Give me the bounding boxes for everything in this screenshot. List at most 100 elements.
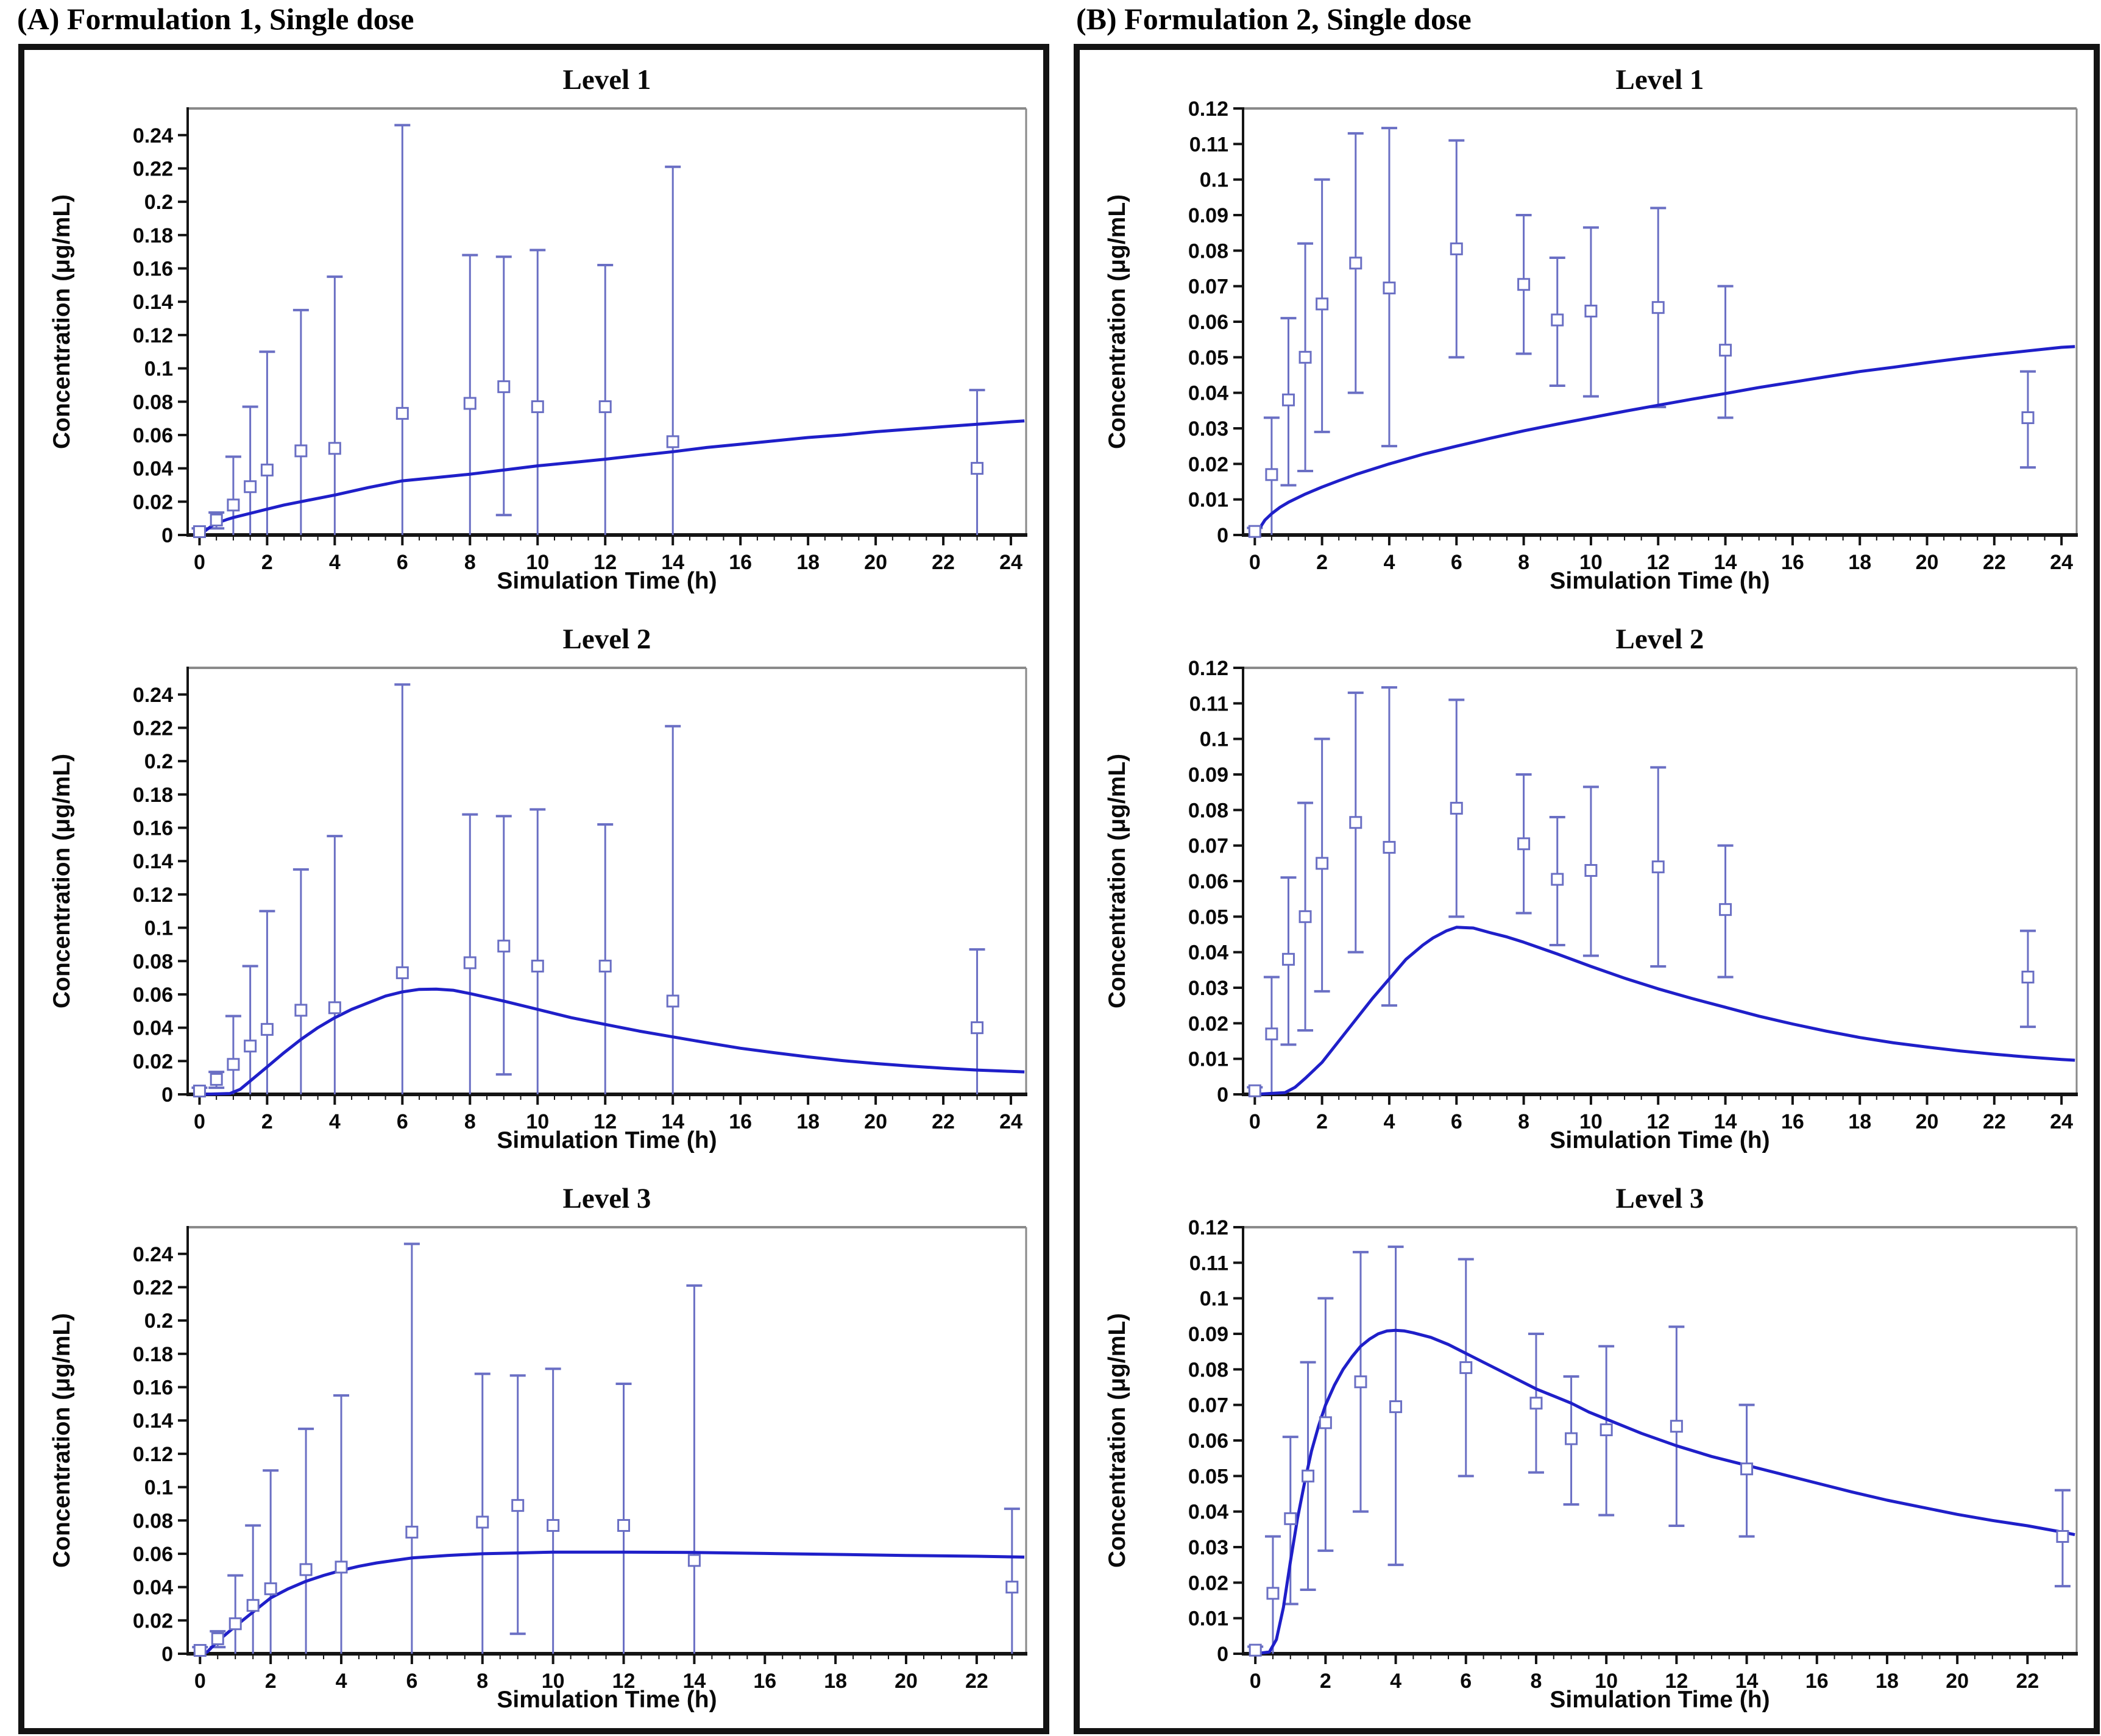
svg-text:0.04: 0.04 bbox=[1188, 941, 1228, 965]
svg-text:0: 0 bbox=[1217, 1643, 1228, 1666]
svg-text:0.16: 0.16 bbox=[133, 817, 173, 840]
svg-text:18: 18 bbox=[796, 1110, 820, 1133]
svg-text:24: 24 bbox=[2050, 1110, 2073, 1133]
svg-text:6: 6 bbox=[1451, 551, 1462, 574]
svg-text:0: 0 bbox=[1249, 551, 1261, 574]
svg-text:22: 22 bbox=[932, 1110, 955, 1133]
svg-text:24: 24 bbox=[999, 551, 1022, 574]
svg-text:4: 4 bbox=[1390, 1670, 1401, 1693]
plot-title: Level 2 bbox=[562, 623, 651, 655]
svg-text:0.04: 0.04 bbox=[133, 458, 173, 481]
subplot-a-level2: 0 0.02 0.04 0.06 0.08 0.1 0.12 0.14 0.16 0.18 0.2 0… bbox=[24, 609, 1043, 1169]
svg-text:14: 14 bbox=[1735, 1670, 1759, 1693]
svg-text:0: 0 bbox=[1217, 524, 1228, 547]
svg-text:24: 24 bbox=[999, 1110, 1022, 1133]
chart-canvas: 0 0.02 0.04 0.06 0.08 0.1 0.12 0.14 0.16 0.18 0.2 0… bbox=[133, 1226, 1027, 1693]
svg-text:2: 2 bbox=[1316, 1110, 1328, 1133]
svg-text:12: 12 bbox=[593, 551, 617, 574]
svg-text:0.06: 0.06 bbox=[133, 983, 173, 1007]
svg-text:0.06: 0.06 bbox=[1188, 870, 1228, 893]
svg-text:4: 4 bbox=[1383, 551, 1395, 574]
chart-canvas: 0 0.01 0.02 0.03 0.04 0.05 0.06 0.07 0.08 0.09 0.1… bbox=[1188, 97, 2078, 574]
svg-text:8: 8 bbox=[1518, 1110, 1529, 1133]
svg-text:0.08: 0.08 bbox=[1188, 799, 1228, 822]
y-axis-label: Concentration (μg/mL) bbox=[1104, 1313, 1130, 1568]
svg-text:0.16: 0.16 bbox=[133, 1376, 173, 1400]
plot-title: Level 3 bbox=[1615, 1183, 1704, 1214]
svg-text:0.02: 0.02 bbox=[133, 491, 173, 514]
svg-text:20: 20 bbox=[1946, 1670, 1969, 1693]
svg-text:14: 14 bbox=[661, 1110, 684, 1133]
subplot-b-level3: 0 0.01 0.02 0.03 0.04 0.05 0.06 0.07 0.08 0.09 0.1… bbox=[1080, 1169, 2094, 1728]
svg-text:0.06: 0.06 bbox=[1188, 311, 1228, 334]
svg-text:0.2: 0.2 bbox=[144, 750, 173, 773]
svg-text:0.12: 0.12 bbox=[1188, 657, 1228, 680]
plot-title: Level 2 bbox=[1615, 623, 1704, 655]
subplot-a-level3: 0 0.02 0.04 0.06 0.08 0.1 0.12 0.14 0.16 0.18 0.2 0… bbox=[24, 1169, 1043, 1728]
subplot-b-level1: 0 0.01 0.02 0.03 0.04 0.05 0.06 0.07 0.08 0.09 0.1… bbox=[1080, 50, 2094, 609]
svg-text:14: 14 bbox=[682, 1670, 706, 1693]
svg-text:22: 22 bbox=[965, 1670, 988, 1693]
svg-text:10: 10 bbox=[1579, 551, 1603, 574]
svg-text:4: 4 bbox=[1383, 1110, 1395, 1133]
chart-canvas: 0 0.01 0.02 0.03 0.04 0.05 0.06 0.07 0.08 0.09 0.1… bbox=[1188, 657, 2078, 1133]
svg-text:18: 18 bbox=[1848, 1110, 1871, 1133]
svg-text:16: 16 bbox=[729, 1110, 752, 1133]
svg-text:0: 0 bbox=[194, 1110, 205, 1133]
svg-text:0.02: 0.02 bbox=[133, 1609, 173, 1632]
subplot-a-level1: 0 0.02 0.04 0.06 0.08 0.1 0.12 0.14 0.16 0.18 0.2 0… bbox=[24, 50, 1043, 609]
svg-text:6: 6 bbox=[1451, 1110, 1462, 1133]
svg-text:0.14: 0.14 bbox=[133, 1409, 173, 1433]
svg-text:0: 0 bbox=[194, 1670, 206, 1693]
panel-a-box: 0 0.02 0.04 0.06 0.08 0.1 0.12 0.14 0.16 0.18 0.2 0… bbox=[18, 44, 1049, 1734]
svg-text:10: 10 bbox=[542, 1670, 565, 1693]
svg-text:8: 8 bbox=[1518, 551, 1529, 574]
svg-text:0.12: 0.12 bbox=[1188, 97, 1228, 121]
svg-text:0.2: 0.2 bbox=[144, 191, 173, 214]
svg-text:0.1: 0.1 bbox=[1200, 728, 1228, 751]
svg-text:0.08: 0.08 bbox=[133, 391, 173, 414]
svg-text:0: 0 bbox=[1249, 1110, 1261, 1133]
svg-text:4: 4 bbox=[336, 1670, 347, 1693]
svg-text:0.06: 0.06 bbox=[133, 1543, 173, 1566]
svg-text:20: 20 bbox=[1916, 1110, 1939, 1133]
svg-text:18: 18 bbox=[824, 1670, 847, 1693]
svg-text:0: 0 bbox=[161, 1643, 173, 1666]
svg-text:0.14: 0.14 bbox=[133, 850, 173, 873]
svg-text:12: 12 bbox=[612, 1670, 636, 1693]
svg-text:14: 14 bbox=[661, 551, 684, 574]
svg-text:0.14: 0.14 bbox=[133, 291, 173, 314]
svg-text:2: 2 bbox=[261, 1110, 273, 1133]
svg-text:20: 20 bbox=[864, 1110, 887, 1133]
svg-text:0.06: 0.06 bbox=[133, 424, 173, 447]
svg-text:0.1: 0.1 bbox=[144, 358, 173, 381]
svg-text:0.24: 0.24 bbox=[133, 684, 173, 707]
svg-text:14: 14 bbox=[1714, 551, 1737, 574]
svg-text:8: 8 bbox=[1530, 1670, 1542, 1693]
plot-title: Level 1 bbox=[562, 64, 651, 96]
svg-text:0.12: 0.12 bbox=[1188, 1216, 1228, 1239]
svg-text:0.18: 0.18 bbox=[133, 224, 173, 247]
svg-text:0.1: 0.1 bbox=[1200, 169, 1228, 192]
y-axis-label: Concentration (μg/mL) bbox=[1104, 753, 1130, 1009]
svg-text:14: 14 bbox=[1714, 1110, 1737, 1133]
svg-text:0.07: 0.07 bbox=[1188, 275, 1228, 299]
svg-text:0.22: 0.22 bbox=[133, 1276, 173, 1299]
svg-text:6: 6 bbox=[397, 1110, 408, 1133]
svg-text:0.08: 0.08 bbox=[133, 1509, 173, 1532]
svg-text:0.03: 0.03 bbox=[1188, 1536, 1228, 1559]
svg-text:12: 12 bbox=[1646, 551, 1670, 574]
svg-text:4: 4 bbox=[329, 1110, 341, 1133]
svg-text:10: 10 bbox=[1579, 1110, 1603, 1133]
y-axis-label: Concentration (μg/mL) bbox=[49, 1313, 75, 1568]
svg-text:6: 6 bbox=[397, 551, 408, 574]
x-axis-label: Simulation Time (h) bbox=[1550, 1127, 1770, 1153]
svg-text:0.09: 0.09 bbox=[1188, 1323, 1228, 1346]
svg-text:0.11: 0.11 bbox=[1189, 692, 1228, 715]
svg-text:6: 6 bbox=[1460, 1670, 1472, 1693]
svg-text:10: 10 bbox=[526, 551, 549, 574]
svg-text:8: 8 bbox=[477, 1670, 488, 1693]
svg-text:0.08: 0.08 bbox=[1188, 239, 1228, 263]
svg-text:0.03: 0.03 bbox=[1188, 417, 1228, 441]
svg-text:0.12: 0.12 bbox=[133, 884, 173, 907]
